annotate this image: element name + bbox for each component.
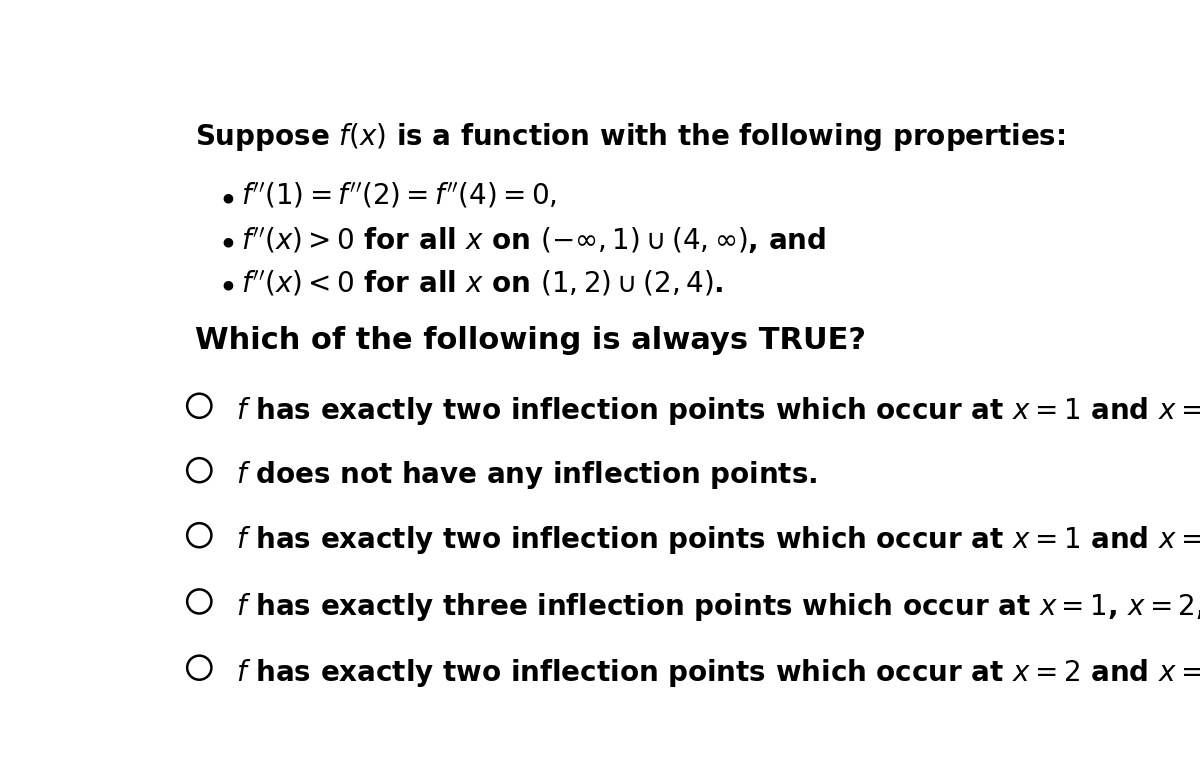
Text: $\bullet$: $\bullet$: [217, 225, 234, 258]
Text: $\bullet$: $\bullet$: [217, 181, 234, 214]
Text: $f$ has exactly three inflection points which occur at $x = 1$, $x = 2$, and $x : $f$ has exactly three inflection points …: [235, 590, 1200, 622]
Text: $f$ has exactly two inflection points which occur at $x = 1$ and $x = 4$.: $f$ has exactly two inflection points wh…: [235, 525, 1200, 556]
Text: $\bullet$: $\bullet$: [217, 268, 234, 301]
Text: $f''(x) < 0$ for all $x$ on $(1, 2) \cup (2, 4)$.: $f''(x) < 0$ for all $x$ on $(1, 2) \cup…: [241, 268, 724, 298]
Text: $f$ has exactly two inflection points which occur at $x = 1$ and $x = 2$.: $f$ has exactly two inflection points wh…: [235, 395, 1200, 427]
Text: $f''(1) = f''(2) = f''(4) = 0,$: $f''(1) = f''(2) = f''(4) = 0,$: [241, 181, 557, 210]
Text: Which of the following is always TRUE?: Which of the following is always TRUE?: [194, 325, 865, 355]
Text: $f$ has exactly two inflection points which occur at $x = 2$ and $x = 4$.: $f$ has exactly two inflection points wh…: [235, 657, 1200, 689]
Text: $f''(x) > 0$ for all $x$ on $(-\infty, 1) \cup (4, \infty)$, and: $f''(x) > 0$ for all $x$ on $(-\infty, 1…: [241, 225, 827, 256]
Text: Suppose $f(x)$ is a function with the following properties:: Suppose $f(x)$ is a function with the fo…: [194, 121, 1066, 153]
Text: $f$ does not have any inflection points.: $f$ does not have any inflection points.: [235, 459, 817, 491]
